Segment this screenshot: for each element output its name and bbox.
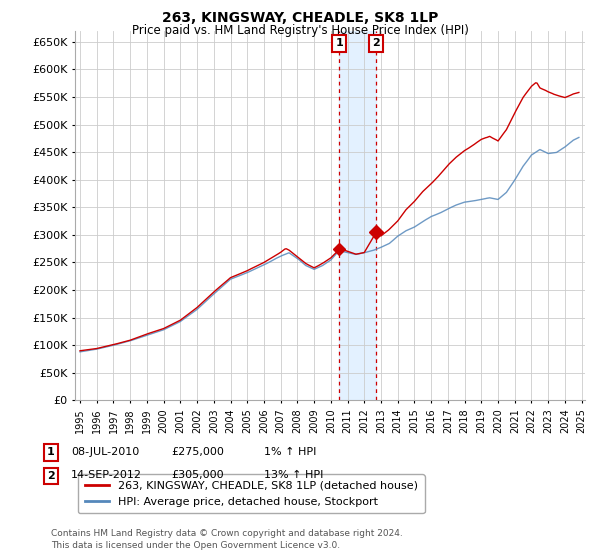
Text: 2: 2 [47,471,55,481]
Text: 263, KINGSWAY, CHEADLE, SK8 1LP: 263, KINGSWAY, CHEADLE, SK8 1LP [162,11,438,25]
Text: £275,000: £275,000 [171,447,224,457]
Text: 14-SEP-2012: 14-SEP-2012 [71,470,142,480]
Legend: 263, KINGSWAY, CHEADLE, SK8 1LP (detached house), HPI: Average price, detached h: 263, KINGSWAY, CHEADLE, SK8 1LP (detache… [78,474,425,513]
Text: Price paid vs. HM Land Registry's House Price Index (HPI): Price paid vs. HM Land Registry's House … [131,24,469,36]
Text: 1% ↑ HPI: 1% ↑ HPI [264,447,316,457]
Text: £305,000: £305,000 [171,470,224,480]
Text: 2: 2 [372,39,380,49]
Bar [340,31,376,400]
Text: 13% ↑ HPI: 13% ↑ HPI [264,470,323,480]
Text: 1: 1 [335,39,343,49]
Text: Contains HM Land Registry data © Crown copyright and database right 2024.
This d: Contains HM Land Registry data © Crown c… [51,529,403,550]
Text: 08-JUL-2010: 08-JUL-2010 [71,447,139,457]
Text: 1: 1 [47,447,55,458]
